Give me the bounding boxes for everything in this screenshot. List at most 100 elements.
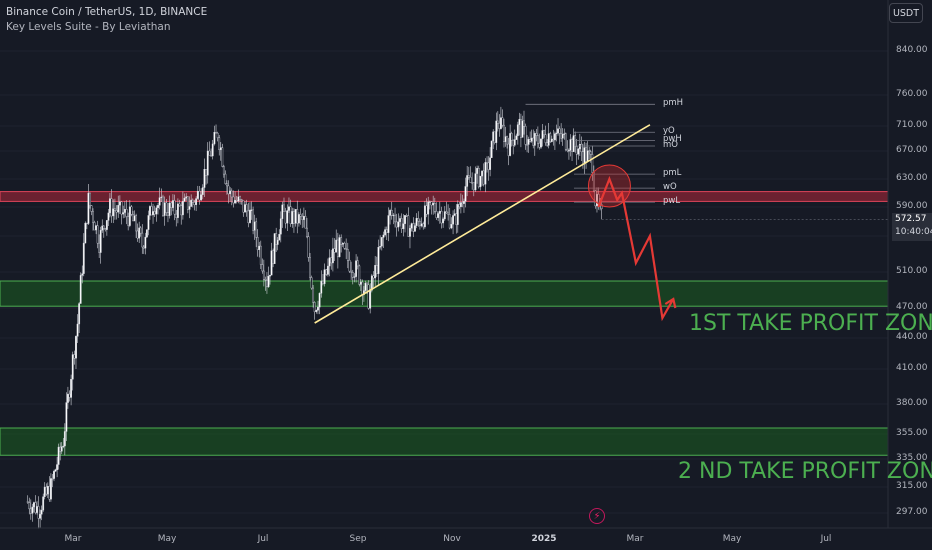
candle-body: [261, 264, 264, 272]
candle-body: [252, 209, 254, 231]
price-tick-label: 840.00: [896, 45, 928, 55]
last-price: 572.57: [895, 214, 927, 224]
candle-body: [359, 281, 362, 285]
candle-body: [114, 208, 116, 211]
candle-body: [206, 150, 209, 176]
candle-body: [330, 257, 333, 264]
time-tick-label: Jul: [257, 534, 269, 544]
candle-body: [89, 192, 91, 206]
candle-body: [374, 265, 377, 279]
candle-body: [301, 215, 304, 220]
candle-body: [443, 211, 446, 220]
candle-body: [288, 206, 290, 211]
candle-body: [90, 205, 93, 212]
candle-body: [331, 248, 334, 264]
price-tick-label: 355.00: [896, 428, 928, 438]
candle-body: [492, 131, 495, 142]
price-tick-label: 760.00: [896, 89, 928, 99]
candle-body: [40, 509, 43, 515]
candle-body: [498, 122, 501, 129]
key-level-label: pwL: [663, 196, 681, 207]
candle-body: [476, 168, 479, 174]
candle-body: [102, 225, 105, 229]
candle-body: [469, 176, 472, 183]
candle-body: [109, 198, 111, 214]
candle-body: [250, 209, 253, 211]
candle-body: [458, 204, 461, 208]
candle-body: [328, 257, 331, 267]
candle-body: [452, 215, 454, 225]
zone-1: [0, 280, 889, 307]
candle-body: [284, 211, 287, 224]
candle-body: [247, 210, 250, 223]
candle-body: [201, 187, 204, 195]
candle-body: [59, 446, 62, 452]
candle-body: [558, 128, 561, 134]
candle-body: [255, 221, 258, 238]
candle-body: [226, 183, 228, 187]
candle-body: [420, 223, 423, 227]
candle-body: [572, 135, 575, 152]
candle-body: [149, 206, 151, 216]
candle-body: [549, 133, 552, 142]
candle-body: [157, 205, 159, 209]
candle-body: [259, 245, 262, 265]
candle-body: [104, 228, 107, 230]
candle-body: [583, 147, 586, 165]
candle-body: [294, 209, 297, 224]
candle-body: [208, 150, 211, 156]
candle-body: [510, 133, 513, 141]
candle-body: [320, 280, 323, 294]
candle-body: [397, 221, 400, 228]
candle-body: [115, 210, 118, 213]
currency-button[interactable]: USDT: [889, 3, 923, 23]
candle-body: [92, 211, 94, 223]
candle-body: [87, 192, 90, 224]
candle-body: [504, 136, 507, 142]
candle-body: [530, 137, 533, 142]
chart-header: Binance Coin / TetherUS, 1D, BINANCE Key…: [6, 5, 207, 35]
candle-body: [256, 237, 259, 250]
candle-body: [448, 214, 451, 229]
candle-body: [600, 204, 603, 210]
candle-body: [211, 143, 214, 157]
candle-body: [350, 270, 353, 273]
candle-body: [36, 506, 38, 513]
price-tick-label: 630.00: [896, 173, 928, 183]
candle-body: [68, 393, 71, 398]
candle-body: [84, 222, 87, 244]
candle-body: [122, 212, 125, 215]
time-tick-label: Jul: [820, 534, 832, 544]
price-tick-label: 440.00: [896, 332, 928, 342]
candle-body: [269, 274, 271, 277]
time-tick-label: Sep: [349, 534, 367, 544]
candle-body: [195, 198, 198, 206]
candle-body: [461, 202, 464, 204]
candle-body: [165, 202, 168, 213]
candle-body: [435, 211, 438, 218]
time-tick-label: 2025: [531, 534, 557, 544]
candle-body: [289, 206, 292, 225]
candle-body: [563, 133, 566, 135]
candle-body: [586, 150, 589, 162]
candle-body: [430, 201, 433, 206]
bar-countdown: 10:40:04: [895, 227, 932, 237]
candle-body: [385, 229, 388, 233]
candle-body: [428, 201, 431, 203]
candle-body: [384, 229, 387, 236]
candle-body: [532, 137, 535, 146]
candle-body: [353, 276, 356, 278]
candle-body: [463, 201, 465, 204]
candle-body: [395, 221, 398, 228]
candle-body: [550, 138, 553, 142]
candle-body: [266, 280, 268, 288]
candle-body: [526, 144, 528, 146]
candle-body: [70, 379, 72, 398]
lightning-icon[interactable]: ⚡: [589, 508, 605, 524]
time-tick-label: Nov: [443, 534, 461, 544]
candle-body: [333, 248, 336, 253]
candle-body: [518, 118, 521, 125]
candle-body: [450, 224, 453, 229]
candle-body: [547, 133, 550, 146]
